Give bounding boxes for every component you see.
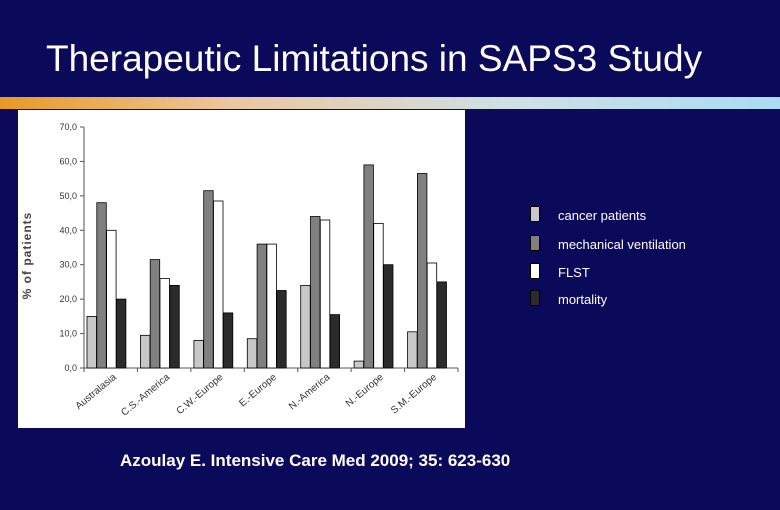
legend-label: mechanical ventilation [558, 237, 686, 252]
legend-swatch [530, 206, 540, 222]
bar [116, 298, 127, 369]
bar [426, 262, 438, 369]
bar [193, 340, 204, 369]
bar-chart: 0,0 10,0 20,0 30,0 40,0 50,0 60,0 70,0 % of pati… [20, 122, 459, 419]
bar [213, 200, 224, 369]
bar [416, 173, 428, 369]
slide-title: Therapeutic Limitations in SAPS3 Study [46, 38, 703, 79]
y-tick-label: 20,0 [59, 294, 77, 304]
y-tick-label: 10,0 [59, 329, 77, 339]
bar [407, 331, 418, 369]
y-tick-label: 50,0 [59, 191, 77, 201]
x-category-label: N.-Europe [344, 372, 386, 410]
bar [353, 360, 365, 369]
bar [106, 229, 117, 369]
chart-panel: 0,0 10,0 20,0 30,0 40,0 50,0 60,0 70,0 % of pati… [18, 110, 465, 428]
bar [276, 290, 287, 369]
legend-item: mortality [530, 290, 730, 308]
bar [169, 284, 180, 369]
legend-item: cancer patients [530, 206, 730, 224]
y-tick-label: 60,0 [59, 156, 77, 166]
y-tick-label: 70,0 [59, 122, 77, 132]
bar [310, 216, 321, 369]
bar [436, 281, 447, 369]
bar [140, 334, 151, 369]
bar [319, 219, 331, 369]
legend-swatch [530, 290, 540, 306]
x-category-label: C.S.-America [119, 372, 172, 419]
legend-swatch [530, 263, 540, 279]
bar [96, 202, 107, 369]
legend-item: FLST [530, 263, 730, 281]
bar [86, 315, 97, 369]
bar [159, 278, 170, 369]
bar [222, 312, 234, 369]
x-category-label: S.M.-Europe [389, 372, 439, 417]
y-tick-label: 0,0 [64, 363, 77, 373]
bar [266, 243, 277, 369]
citation: Azoulay E. Intensive Care Med 2009; 35: … [120, 451, 511, 470]
legend-swatch [530, 235, 540, 251]
bar [246, 338, 258, 369]
legend-label: cancer patients [558, 208, 647, 223]
legend-label: mortality [558, 292, 608, 307]
legend-item: mechanical ventilation [530, 235, 730, 253]
title-underline-bar [0, 97, 780, 109]
y-axis-title: % of patients [20, 212, 34, 300]
bar [149, 259, 161, 369]
bar [203, 190, 214, 369]
bar [256, 243, 268, 369]
bar [363, 164, 374, 369]
x-category-label: C.W.-Europe [175, 372, 226, 418]
x-category-label: E.-Europe [237, 372, 279, 410]
bar [383, 264, 394, 369]
bar [373, 223, 384, 369]
x-category-label: Australasia [74, 372, 119, 413]
y-tick-label: 40,0 [59, 225, 77, 235]
y-tick-label: 30,0 [59, 260, 77, 270]
bar [329, 314, 341, 369]
legend-label: FLST [558, 265, 590, 280]
x-category-label: N.-America [287, 372, 333, 413]
bar [300, 284, 311, 369]
